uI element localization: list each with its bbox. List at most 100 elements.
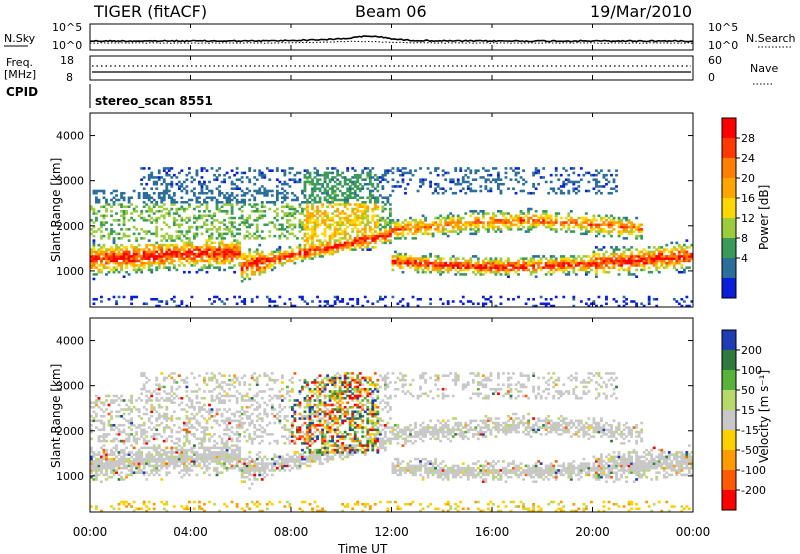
heatmap-cell bbox=[182, 466, 186, 470]
heatmap-cell bbox=[333, 185, 337, 188]
heatmap-cell bbox=[512, 219, 515, 222]
heatmap-cell bbox=[117, 246, 121, 249]
heatmap-cell bbox=[301, 248, 304, 251]
heatmap-cell bbox=[484, 185, 488, 188]
heatmap-cell bbox=[230, 248, 234, 251]
heatmap-cell bbox=[376, 300, 380, 303]
heatmap-cell bbox=[240, 171, 244, 175]
heatmap-cell bbox=[195, 232, 199, 236]
heatmap-cell bbox=[278, 223, 282, 227]
heatmap-cell bbox=[484, 261, 488, 265]
heatmap-cell bbox=[383, 225, 387, 229]
heatmap-cell bbox=[303, 257, 307, 260]
heatmap-cell bbox=[582, 232, 586, 236]
heatmap-cell bbox=[180, 428, 184, 432]
heatmap-cell bbox=[248, 250, 252, 254]
heatmap-cell bbox=[401, 225, 405, 229]
heatmap-cell bbox=[632, 257, 636, 260]
heatmap-cell bbox=[147, 261, 151, 265]
heatmap-cell bbox=[554, 230, 558, 233]
heatmap-cell bbox=[288, 259, 292, 263]
heatmap-cell bbox=[316, 252, 319, 256]
heatmap-cell bbox=[512, 297, 515, 301]
heatmap-cell bbox=[205, 457, 209, 461]
heatmap-cell bbox=[316, 223, 319, 227]
heatmap-cell bbox=[145, 381, 149, 384]
heatmap-cell bbox=[132, 462, 136, 465]
heatmap-cell bbox=[150, 221, 154, 224]
heatmap-cell bbox=[622, 268, 626, 272]
heatmap-cell bbox=[421, 223, 425, 227]
heatmap-cell bbox=[617, 225, 621, 229]
heatmap-cell bbox=[250, 257, 254, 260]
heatmap-cell bbox=[200, 426, 204, 429]
heatmap-cell bbox=[326, 248, 329, 251]
heatmap-cell bbox=[328, 194, 332, 197]
heatmap-cell bbox=[150, 268, 154, 272]
heatmap-cell bbox=[499, 259, 503, 263]
heatmap-cell bbox=[248, 259, 252, 263]
heatmap-cell bbox=[175, 219, 179, 222]
heatmap-cell bbox=[172, 446, 176, 450]
heatmap-cell bbox=[285, 205, 289, 209]
heatmap-cell bbox=[235, 198, 239, 202]
heatmap-cell bbox=[92, 207, 96, 211]
heatmap-cell bbox=[263, 223, 267, 227]
heatmap-cell bbox=[562, 261, 566, 265]
heatmap-cell bbox=[406, 223, 410, 227]
heatmap-cell bbox=[492, 259, 495, 263]
heatmap-cell bbox=[328, 252, 332, 256]
heatmap-cell bbox=[341, 221, 345, 224]
heatmap-cell bbox=[162, 439, 166, 443]
heatmap-cell bbox=[180, 255, 184, 258]
heatmap-cell bbox=[597, 225, 601, 229]
heatmap-cell bbox=[625, 230, 628, 233]
heatmap-cell bbox=[326, 182, 329, 186]
heatmap-cell bbox=[419, 266, 422, 269]
heatmap-cell bbox=[444, 268, 448, 272]
heatmap-cell bbox=[318, 304, 322, 308]
heatmap-cell bbox=[185, 200, 189, 204]
heatmap-cell bbox=[243, 297, 247, 301]
heatmap-cell bbox=[532, 219, 536, 222]
heatmap-cell bbox=[130, 505, 134, 508]
heatmap-cell bbox=[564, 178, 568, 181]
heatmap-cell bbox=[459, 268, 463, 272]
heatmap-cell bbox=[494, 268, 498, 272]
heatmap-cell bbox=[341, 300, 345, 303]
heatmap-cell bbox=[338, 246, 342, 249]
heatmap-cell bbox=[607, 230, 611, 233]
heatmap-cell bbox=[193, 408, 196, 411]
freq-right-label: Nave bbox=[750, 62, 778, 75]
heatmap-cell bbox=[444, 232, 448, 236]
heatmap-cell bbox=[170, 453, 174, 456]
heatmap-cell bbox=[690, 243, 694, 247]
heatmap-cell bbox=[157, 399, 161, 402]
heatmap-cell bbox=[519, 210, 523, 213]
heatmap-cell bbox=[142, 302, 146, 306]
heatmap-cell bbox=[657, 246, 661, 249]
heatmap-cell bbox=[677, 250, 681, 254]
heatmap-cell bbox=[213, 241, 216, 245]
heatmap-cell bbox=[464, 264, 468, 267]
heatmap-cell bbox=[275, 191, 279, 195]
heatmap-cell bbox=[625, 216, 628, 220]
heatmap-cell bbox=[341, 232, 345, 236]
heatmap-cell bbox=[208, 378, 211, 382]
heatmap-cell bbox=[439, 221, 443, 224]
heatmap-cell bbox=[92, 469, 96, 472]
heatmap-cell bbox=[160, 405, 164, 409]
heatmap-cell bbox=[582, 266, 586, 269]
heatmap-cell bbox=[298, 178, 302, 181]
heatmap-cell bbox=[268, 266, 272, 269]
heatmap-cell bbox=[685, 304, 689, 308]
heatmap-cell bbox=[589, 223, 593, 227]
heatmap-cell bbox=[353, 214, 357, 218]
heatmap-cell bbox=[203, 381, 206, 384]
heatmap-cell bbox=[391, 261, 395, 265]
heatmap-cell bbox=[436, 228, 440, 231]
heatmap-cell bbox=[471, 223, 475, 227]
heatmap-cell bbox=[677, 246, 681, 249]
heatmap-cell bbox=[497, 187, 500, 190]
heatmap-cell bbox=[502, 266, 505, 269]
